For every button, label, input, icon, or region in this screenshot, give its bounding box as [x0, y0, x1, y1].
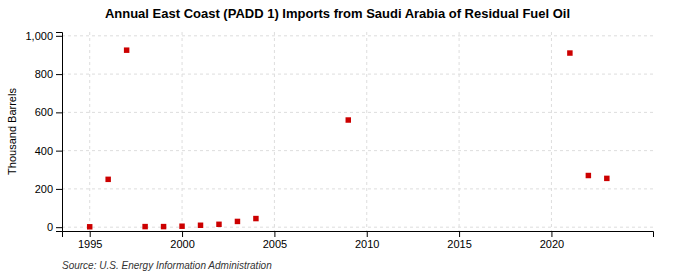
- tick: 400: [35, 145, 62, 157]
- point: [567, 50, 572, 55]
- point: [216, 222, 221, 227]
- tick-mark: [182, 231, 183, 237]
- tick-label: 200: [35, 183, 53, 195]
- grid-line: [62, 112, 653, 113]
- tick: 800: [35, 68, 62, 80]
- tick: 2005: [263, 231, 287, 250]
- point: [253, 216, 258, 221]
- tick: 2020: [540, 231, 564, 250]
- grid-line: [62, 227, 653, 228]
- tick-mark: [56, 189, 62, 190]
- point: [235, 219, 240, 224]
- grid-line: [551, 32, 552, 231]
- tick: 2010: [355, 231, 379, 250]
- tick: 1995: [78, 231, 102, 250]
- tick-label: 2015: [447, 238, 471, 250]
- point: [124, 47, 129, 52]
- point: [586, 173, 591, 178]
- points: [87, 47, 610, 229]
- grid-line: [89, 32, 90, 231]
- tick-mark: [551, 231, 552, 237]
- point: [142, 224, 147, 229]
- tick-mark: [367, 231, 368, 237]
- grid-line: [366, 32, 367, 231]
- tick-mark: [56, 112, 62, 113]
- tick-label: 400: [35, 145, 53, 157]
- point: [105, 177, 110, 182]
- point: [604, 176, 609, 181]
- point: [198, 223, 203, 228]
- axis-line: [56, 33, 63, 232]
- tick-label: 0: [47, 221, 53, 233]
- y-axis-title: Thousand Barrels: [6, 88, 18, 175]
- tick-label: 2020: [540, 238, 564, 250]
- tick-mark: [56, 36, 62, 37]
- tick-mark: [56, 74, 62, 75]
- title: Annual East Coast (PADD 1) Imports from …: [105, 6, 570, 21]
- tick: 2015: [447, 231, 471, 250]
- tick-label: 800: [35, 68, 53, 80]
- y-axis: 0 200 400 600 800 1,000: [25, 30, 62, 233]
- tick-mark: [274, 231, 275, 237]
- tick-label: 600: [35, 106, 53, 118]
- tick: 1,000: [25, 30, 62, 42]
- tick: 600: [35, 106, 62, 118]
- x-axis: 1995 2000 2005 2010 2015 2020: [63, 231, 654, 250]
- source-note: Source: U.S. Energy Information Administ…: [62, 260, 272, 271]
- grid-line: [62, 74, 653, 75]
- tick-mark: [56, 227, 62, 228]
- grid-line: [62, 150, 653, 151]
- grid-line: [274, 32, 275, 231]
- point: [179, 223, 184, 228]
- tick-label: 1,000: [25, 30, 53, 42]
- tick: 0: [47, 221, 62, 233]
- tick-label: 2010: [355, 238, 379, 250]
- grid-line: [62, 188, 653, 189]
- tick-mark: [56, 151, 62, 152]
- point: [161, 224, 166, 229]
- grid: [62, 32, 653, 231]
- tick-label: 2005: [263, 238, 287, 250]
- axis-line: [63, 232, 654, 238]
- point: [346, 117, 351, 122]
- grid-line: [62, 35, 653, 36]
- tick-mark: [90, 231, 91, 237]
- point: [87, 224, 92, 229]
- chart: 1995 2000 2005 2010 2015 2020 0 200 400 600 800 1,0…: [0, 0, 675, 275]
- tick: 2000: [170, 231, 194, 250]
- tick: 200: [35, 183, 62, 195]
- grid-line: [182, 32, 183, 231]
- grid-line: [459, 32, 460, 231]
- tick-label: 2000: [170, 238, 194, 250]
- tick-label: 1995: [78, 238, 102, 250]
- plot: 1995 2000 2005 2010 2015 2020 0 200 400 600 800 1,0…: [25, 30, 653, 250]
- tick-mark: [459, 231, 460, 237]
